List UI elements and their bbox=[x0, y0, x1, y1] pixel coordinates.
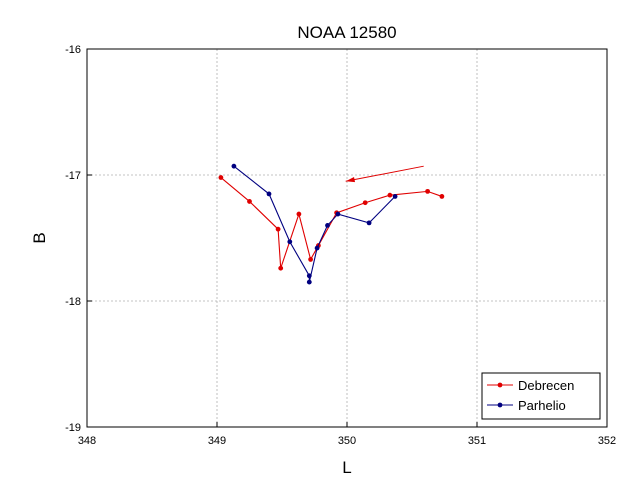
data-point-debrecen bbox=[308, 257, 313, 262]
data-point-debrecen bbox=[275, 226, 281, 232]
legend-label: Parhelio bbox=[518, 398, 566, 413]
x-tick-label: 352 bbox=[598, 435, 616, 447]
legend-marker bbox=[497, 402, 503, 408]
data-point-debrecen bbox=[425, 188, 430, 194]
x-tick-label: 349 bbox=[208, 435, 226, 447]
series-line-debrecen bbox=[220, 177, 443, 269]
data-point-debrecen bbox=[362, 200, 368, 206]
data-point-debrecen bbox=[439, 194, 445, 199]
x-tick-labels: 348 349 350 351 352 bbox=[78, 435, 616, 447]
data-point-parhelio bbox=[266, 191, 272, 197]
annotation-arrow-line bbox=[345, 165, 424, 182]
legend-box bbox=[481, 372, 601, 420]
data-point-debrecen bbox=[247, 199, 252, 204]
legend-marker bbox=[497, 382, 503, 388]
data-point-parhelio bbox=[231, 163, 237, 169]
legend: Debrecen Parhelio bbox=[481, 372, 601, 420]
data-point-debrecen bbox=[387, 192, 393, 198]
y-axis-label: B bbox=[30, 232, 49, 243]
y-tick-label: -17 bbox=[65, 170, 81, 182]
y-tick-labels: -19 -18 -17 -16 bbox=[65, 44, 81, 434]
x-tick-label: 351 bbox=[468, 435, 486, 447]
data-point-parhelio bbox=[306, 273, 312, 279]
chart-title: NOAA 12580 bbox=[297, 23, 396, 42]
x-axis-label: L bbox=[342, 458, 351, 477]
x-tick-label: 348 bbox=[78, 435, 96, 447]
grid-lines bbox=[87, 49, 607, 427]
data-point-parhelio bbox=[325, 223, 330, 228]
data-point-parhelio bbox=[335, 211, 341, 217]
x-tick-label: 350 bbox=[338, 435, 356, 447]
data-point-parhelio bbox=[287, 239, 293, 245]
tick-marks bbox=[86, 48, 608, 428]
y-tick-label: -19 bbox=[65, 422, 81, 434]
annotation-arrow-head bbox=[345, 177, 356, 183]
data-point-debrecen bbox=[218, 175, 224, 180]
series-group bbox=[218, 163, 445, 285]
y-tick-label: -16 bbox=[65, 44, 81, 56]
data-point-parhelio bbox=[392, 194, 398, 199]
data-point-debrecen bbox=[296, 211, 302, 217]
legend-label: Debrecen bbox=[518, 378, 574, 393]
data-point-parhelio bbox=[366, 220, 372, 226]
series-line-parhelio bbox=[233, 165, 396, 283]
annotations bbox=[345, 165, 424, 183]
y-tick-label: -18 bbox=[65, 296, 81, 308]
data-point-parhelio bbox=[306, 279, 312, 285]
data-point-parhelio bbox=[314, 245, 320, 251]
data-point-debrecen bbox=[278, 265, 284, 271]
